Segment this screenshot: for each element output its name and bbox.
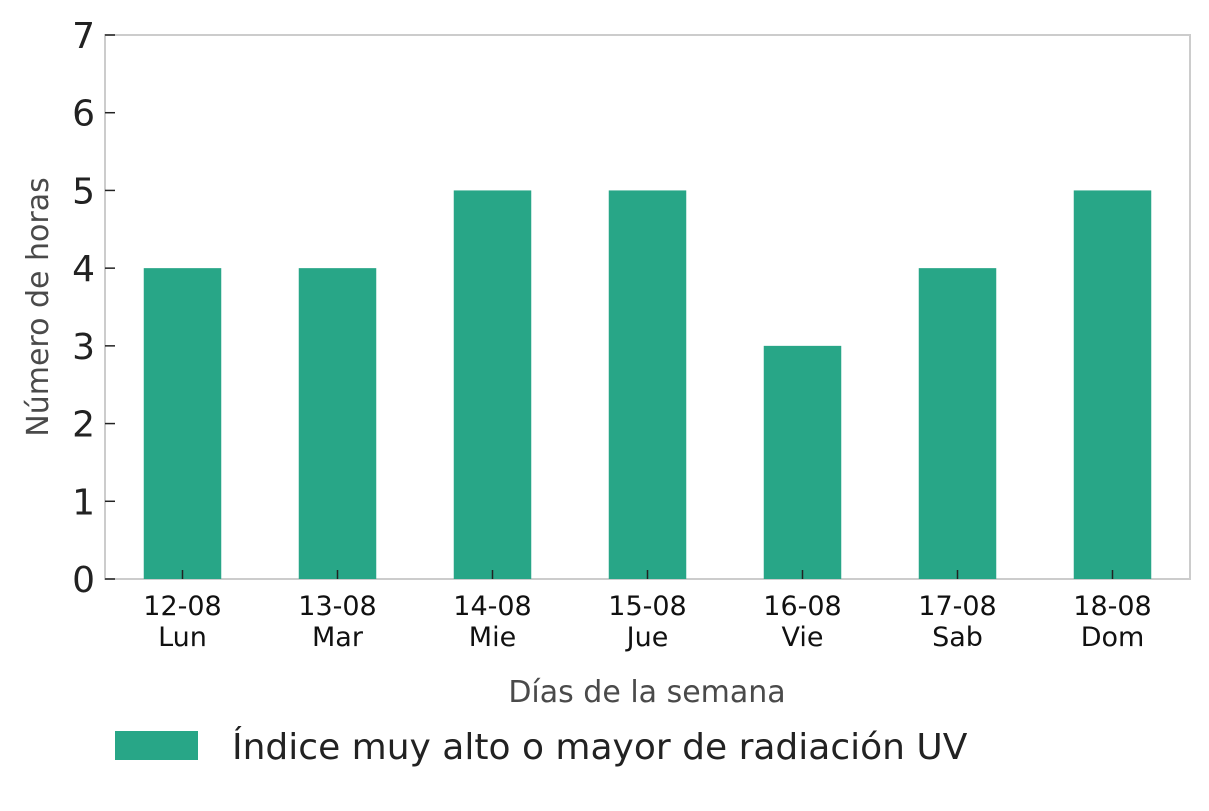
x-axis-ticks: 12-08 Lun 13-08 Mar 14-08 Mie 15-08 Jue 16-08 Vie… [143, 570, 1152, 653]
bar [1073, 190, 1152, 579]
x-tick-label: 12-08 Lun [143, 591, 221, 653]
y-tick-label: 1 [72, 482, 95, 523]
y-axis-label: Número de horas [21, 177, 56, 436]
x-tick-day: Dom [1081, 622, 1145, 653]
bar [298, 268, 377, 579]
y-tick-label: 0 [72, 560, 95, 601]
x-tick-label: 17-08 Sab [918, 591, 996, 653]
bar [453, 190, 532, 579]
x-tick-label: 13-08 Mar [298, 591, 376, 653]
x-tick-date: 13-08 [298, 591, 376, 622]
x-tick-date: 12-08 [143, 591, 221, 622]
x-tick-date: 18-08 [1073, 591, 1151, 622]
y-axis-ticks: 0 1 2 3 4 5 6 7 [72, 16, 115, 601]
y-tick-label: 7 [72, 16, 95, 57]
y-tick-label: 2 [72, 405, 95, 446]
bar [763, 345, 842, 579]
x-tick-day: Sab [932, 622, 983, 653]
y-tick-label: 4 [72, 249, 95, 290]
legend: Índice muy alto o mayor de radiación UV [115, 726, 968, 768]
x-tick-day: Lun [158, 622, 207, 653]
bar [143, 268, 222, 579]
y-tick-label: 6 [72, 94, 95, 135]
x-tick-label: 14-08 Mie [453, 591, 531, 653]
x-tick-day: Vie [782, 622, 824, 653]
x-tick-date: 15-08 [608, 591, 686, 622]
x-tick-label: 18-08 Dom [1073, 591, 1151, 653]
x-tick-label: 15-08 Jue [608, 591, 686, 653]
y-tick-label: 3 [72, 327, 95, 368]
x-tick-date: 16-08 [763, 591, 841, 622]
x-tick-label: 16-08 Vie [763, 591, 841, 653]
x-tick-day: Mar [312, 622, 364, 653]
x-axis-label: Días de la semana [508, 675, 785, 710]
x-tick-day: Mie [469, 622, 516, 653]
x-tick-date: 17-08 [918, 591, 996, 622]
x-tick-day: Jue [625, 622, 669, 653]
bars [143, 190, 1152, 579]
x-tick-date: 14-08 [453, 591, 531, 622]
legend-label: Índice muy alto o mayor de radiación UV [232, 726, 968, 768]
legend-swatch [115, 731, 198, 760]
bar [608, 190, 687, 579]
y-tick-label: 5 [72, 171, 95, 212]
bar [918, 268, 997, 579]
